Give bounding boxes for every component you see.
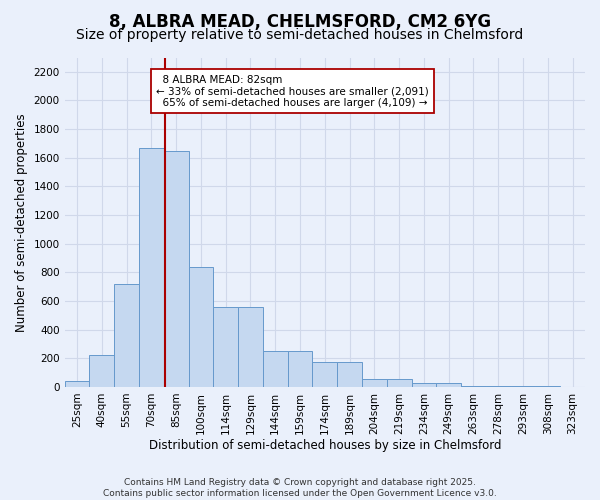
Bar xyxy=(436,384,461,387)
Bar xyxy=(287,351,313,387)
Bar xyxy=(139,148,164,387)
Bar xyxy=(337,362,362,387)
Text: 8 ALBRA MEAD: 82sqm
← 33% of semi-detached houses are smaller (2,091)
  65% of s: 8 ALBRA MEAD: 82sqm ← 33% of semi-detach… xyxy=(157,74,429,108)
Bar xyxy=(263,351,287,387)
Text: 8, ALBRA MEAD, CHELMSFORD, CM2 6YG: 8, ALBRA MEAD, CHELMSFORD, CM2 6YG xyxy=(109,12,491,30)
X-axis label: Distribution of semi-detached houses by size in Chelmsford: Distribution of semi-detached houses by … xyxy=(149,440,501,452)
Bar xyxy=(114,284,139,387)
Bar xyxy=(313,362,337,387)
Text: Size of property relative to semi-detached houses in Chelmsford: Size of property relative to semi-detach… xyxy=(76,28,524,42)
Bar xyxy=(362,379,387,387)
Bar xyxy=(188,266,214,387)
Bar xyxy=(164,150,188,387)
Bar xyxy=(511,386,535,387)
Bar xyxy=(535,386,560,387)
Bar xyxy=(387,379,412,387)
Bar xyxy=(412,384,436,387)
Text: Contains HM Land Registry data © Crown copyright and database right 2025.
Contai: Contains HM Land Registry data © Crown c… xyxy=(103,478,497,498)
Bar xyxy=(461,386,486,387)
Bar xyxy=(486,386,511,387)
Bar xyxy=(89,356,114,387)
Bar xyxy=(65,380,89,387)
Y-axis label: Number of semi-detached properties: Number of semi-detached properties xyxy=(15,113,28,332)
Bar xyxy=(238,308,263,387)
Bar xyxy=(214,308,238,387)
